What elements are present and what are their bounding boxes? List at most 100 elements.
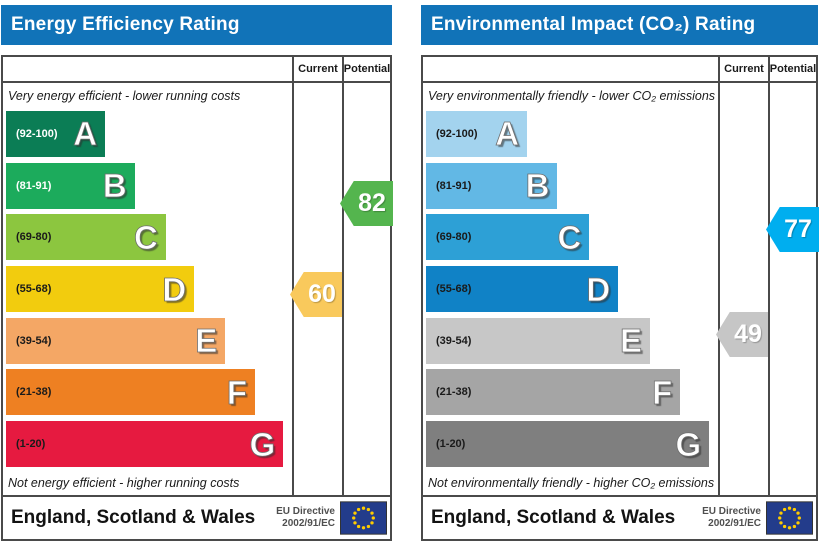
current-column: 60	[290, 83, 343, 495]
band-row: (39-54) E	[426, 315, 715, 367]
band-letter: G	[675, 425, 702, 463]
rating-table: Current Potential Very energy efficient …	[1, 55, 393, 541]
band-row: (1-20) G	[6, 418, 289, 470]
eu-flag-icon	[340, 501, 387, 535]
current-column-header: Current	[718, 57, 768, 81]
band-row: (55-68) D	[6, 263, 289, 315]
band-range: (1-20)	[16, 438, 46, 451]
header-spacer	[3, 57, 292, 81]
band-row: (81-91) B	[426, 160, 715, 212]
band-range: (21-38)	[436, 386, 472, 399]
region-label: England, Scotland & Wales	[11, 507, 256, 528]
band-range: (39-54)	[436, 334, 472, 347]
band-c: (69-80) C	[426, 214, 590, 261]
band-row: (21-38) F	[426, 367, 715, 419]
band-a: (92-100) A	[6, 110, 106, 157]
potential-rating-arrow: 77	[766, 207, 819, 252]
column-header-row: Current Potential	[3, 57, 390, 83]
potential-rating-arrow: 82	[340, 181, 393, 226]
band-list: (92-100) A (81-91) B (69-80) C (55-68) D (39…	[423, 108, 718, 470]
rating-table: Current Potential Very environmentally f…	[421, 55, 819, 541]
band-f: (21-38) F	[6, 369, 256, 416]
current-rating-arrow: 60	[290, 272, 343, 317]
band-e: (39-54) E	[6, 317, 226, 364]
panel-title: Energy Efficiency Rating	[1, 5, 392, 45]
energy-efficiency-panel: Energy Efficiency Rating Current Potenti…	[1, 0, 393, 547]
footer-row: England, Scotland & Wales EU Directive 2…	[3, 495, 390, 539]
band-a: (92-100) A	[426, 110, 528, 157]
chart-body: Very environmentally friendly - lower CO…	[423, 83, 819, 495]
eu-directive-line2: 2002/91/EC	[708, 518, 761, 529]
potential-column: 77	[766, 83, 819, 495]
band-letter: B	[102, 167, 128, 205]
band-letter: E	[619, 322, 643, 360]
band-g: (1-20) G	[6, 421, 284, 468]
band-row: (92-100) A	[426, 108, 715, 160]
band-letter: F	[652, 373, 673, 411]
band-range: (69-80)	[436, 231, 472, 244]
band-f: (21-38) F	[426, 369, 681, 416]
band-range: (81-91)	[16, 179, 52, 192]
column-header-row: Current Potential	[423, 57, 816, 83]
band-letter: D	[586, 270, 611, 308]
band-b: (81-91) B	[6, 162, 135, 209]
band-row: (69-80) C	[6, 211, 289, 263]
band-letter: C	[557, 218, 582, 256]
eu-directive-label: EU Directive 2002/91/EC	[276, 506, 335, 530]
band-g: (1-20) G	[426, 421, 710, 468]
bands-area: Very environmentally friendly - lower CO…	[423, 83, 718, 495]
current-rating-arrow: 49	[716, 312, 769, 357]
band-row: (92-100) A	[6, 108, 289, 160]
top-caption: Very energy efficient - lower running co…	[8, 88, 241, 103]
band-range: (81-91)	[436, 179, 472, 192]
eu-directive-line1: EU Directive	[276, 506, 335, 517]
band-letter: D	[162, 270, 187, 308]
band-range: (69-80)	[16, 231, 52, 244]
band-range: (21-38)	[16, 386, 52, 399]
footer-row: England, Scotland & Wales EU Directive 2…	[423, 495, 816, 539]
band-row: (69-80) C	[426, 211, 715, 263]
band-range: (1-20)	[436, 438, 466, 451]
band-row: (21-38) F	[6, 367, 289, 419]
eu-flag-icon	[766, 501, 813, 535]
band-c: (69-80) C	[6, 214, 166, 261]
band-row: (81-91) B	[6, 160, 289, 212]
top-caption: Very environmentally friendly - lower CO…	[428, 88, 716, 103]
bands-area: Very energy efficient - lower running co…	[3, 83, 292, 495]
band-d: (55-68) D	[426, 266, 619, 313]
band-range: (92-100)	[16, 127, 58, 140]
band-letter: G	[249, 425, 276, 463]
bottom-caption: Not environmentally friendly - higher CO…	[428, 475, 715, 490]
potential-column-header: Potential	[342, 57, 390, 81]
band-list: (92-100) A (81-91) B (69-80) C (55-68) D (39…	[3, 108, 292, 470]
band-range: (55-68)	[16, 283, 52, 296]
bottom-caption: Not energy efficient - higher running co…	[8, 475, 240, 490]
eu-directive-line2: 2002/91/EC	[282, 518, 335, 529]
environmental-impact-panel: Environmental Impact (CO₂) Rating Curren…	[421, 0, 819, 547]
eu-directive-line1: EU Directive	[702, 506, 761, 517]
band-range: (92-100)	[436, 127, 478, 140]
band-row: (39-54) E	[6, 315, 289, 367]
eu-directive-label: EU Directive 2002/91/EC	[702, 506, 761, 530]
band-e: (39-54) E	[426, 317, 650, 364]
potential-column: 82	[340, 83, 393, 495]
region-label: England, Scotland & Wales	[431, 507, 676, 528]
current-column-header: Current	[292, 57, 342, 81]
band-b: (81-91) B	[426, 162, 558, 209]
band-letter: A	[73, 115, 98, 153]
band-letter: C	[134, 218, 159, 256]
band-row: (1-20) G	[426, 418, 715, 470]
potential-column-header: Potential	[768, 57, 816, 81]
header-spacer	[423, 57, 718, 81]
band-letter: E	[195, 322, 218, 360]
band-letter: A	[495, 115, 520, 153]
band-range: (55-68)	[436, 283, 472, 296]
band-letter: B	[525, 167, 550, 205]
band-d: (55-68) D	[6, 266, 195, 313]
panel-title: Environmental Impact (CO₂) Rating	[421, 5, 818, 45]
band-range: (39-54)	[16, 334, 52, 347]
band-row: (55-68) D	[426, 263, 715, 315]
current-column: 49	[716, 83, 769, 495]
chart-body: Very energy efficient - lower running co…	[3, 83, 393, 495]
band-letter: F	[226, 373, 248, 411]
